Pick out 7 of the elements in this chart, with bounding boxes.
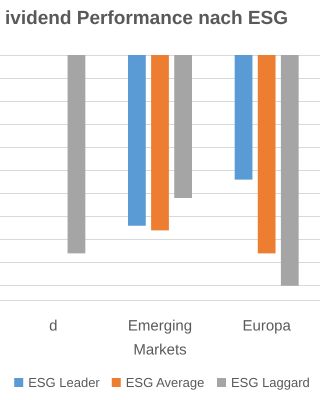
x-tick-label: Emerging Markets xyxy=(128,318,192,358)
legend-label: ESG Average xyxy=(126,375,204,390)
legend-label: ESG Leader xyxy=(28,375,100,390)
x-tick-label: Europa xyxy=(242,318,292,334)
chart-title: ividend Performance nach ESG xyxy=(5,8,288,29)
legend-label: ESG Laggard xyxy=(231,375,310,390)
x-tick-label: d xyxy=(49,318,58,334)
